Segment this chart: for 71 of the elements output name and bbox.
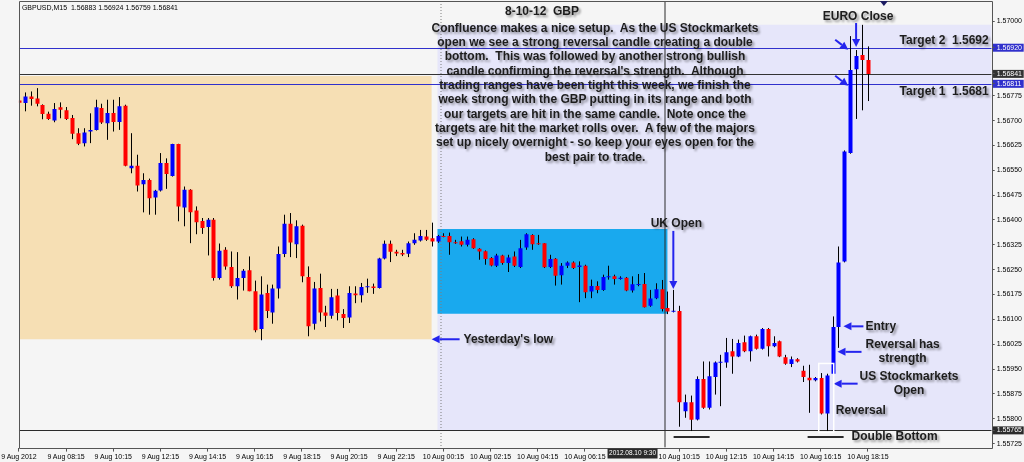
candlestick: [182, 186, 187, 227]
candlestick: [730, 338, 735, 375]
candlestick: [866, 45, 871, 102]
candlestick: [323, 305, 328, 328]
candlestick: [430, 222, 435, 247]
candlestick: [689, 395, 694, 432]
candlestick: [141, 172, 146, 213]
candlestick: [718, 354, 723, 407]
candlestick: [365, 278, 370, 294]
candlestick: [35, 87, 40, 107]
candlestick: [194, 205, 199, 235]
annotation: EURO Close: [822, 9, 894, 24]
candlestick: [288, 212, 293, 258]
candlestick: [70, 114, 75, 140]
candlestick: [559, 262, 564, 286]
candlestick: [94, 99, 99, 132]
candlestick: [117, 96, 122, 131]
candlestick: [683, 394, 688, 419]
annotation: Yesterday's low: [463, 331, 554, 346]
candlestick: [447, 232, 452, 256]
candlestick: [860, 24, 865, 111]
candlestick: [671, 289, 676, 313]
candlestick: [359, 282, 364, 303]
candlestick: [135, 154, 140, 192]
candlestick: [223, 246, 228, 271]
candlestick: [188, 188, 193, 244]
candlestick: [52, 102, 57, 123]
candlestick: [748, 335, 753, 362]
candlestick: [241, 268, 246, 292]
candlestick: [23, 91, 28, 112]
candlestick: [665, 291, 670, 315]
candlestick: [335, 288, 340, 321]
candlestick: [111, 99, 116, 133]
candlestick: [147, 178, 152, 216]
annotation: Entry: [865, 318, 897, 333]
candlestick: [636, 273, 641, 287]
annotation: UK Open: [650, 216, 702, 231]
candlestick: [105, 99, 110, 141]
candlestick: [766, 327, 771, 357]
candlestick: [229, 250, 234, 289]
candlestick: [164, 157, 169, 190]
candlestick: [270, 284, 275, 325]
candlestick: [642, 272, 647, 308]
candlestick: [388, 240, 393, 263]
candlestick: [329, 288, 334, 320]
candlestick: [99, 103, 104, 125]
candlestick: [235, 251, 240, 301]
ref-line-label: Target 2 1.5692: [899, 33, 990, 48]
chart-subtitle: 8-10-12 GBP: [504, 4, 580, 19]
ref-line-label: Target 1 1.5681: [899, 84, 990, 99]
candlestick: [536, 234, 541, 246]
candlestick: [518, 239, 523, 269]
candlestick: [294, 219, 299, 259]
candlestick: [247, 255, 252, 292]
candlestick: [553, 257, 558, 287]
candlestick: [606, 265, 611, 281]
candlestick: [854, 49, 859, 120]
candlestick: [82, 127, 87, 147]
annotation: Reversal: [835, 402, 886, 417]
candlestick: [724, 337, 729, 369]
candlestick: [760, 327, 765, 351]
candlestick: [341, 308, 346, 329]
candlestick: [589, 279, 594, 299]
candlestick: [577, 260, 582, 303]
annotation: Reversal has strength: [865, 336, 940, 366]
candlestick: [382, 240, 387, 260]
annotation: US Stockmarkets Open: [859, 368, 959, 398]
candlestick: [88, 112, 93, 144]
candlestick: [206, 217, 211, 256]
annotation: Double Bottom: [851, 429, 938, 444]
candlestick: [265, 284, 270, 319]
